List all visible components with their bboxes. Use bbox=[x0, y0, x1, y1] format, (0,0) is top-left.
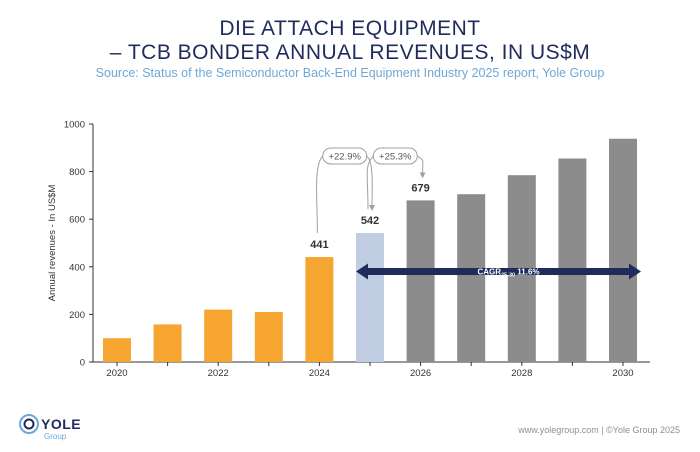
cagr-arrow-left-head bbox=[356, 263, 368, 280]
bar-2030 bbox=[609, 138, 637, 362]
bar-2020 bbox=[103, 338, 131, 362]
y-tick-label: 400 bbox=[69, 262, 85, 273]
data-label: 441 bbox=[310, 239, 328, 251]
cagr-label-prefix: CAGR bbox=[477, 268, 501, 277]
y-tick-label: 600 bbox=[69, 215, 85, 226]
data-label: 542 bbox=[361, 215, 379, 227]
y-tick-label: 800 bbox=[69, 167, 85, 178]
logo-sub: Group bbox=[44, 432, 67, 441]
growth-connector bbox=[316, 155, 324, 234]
growth-arrow bbox=[416, 155, 426, 179]
growth-label: +25.3% bbox=[379, 152, 412, 163]
x-tick-label: 2020 bbox=[106, 368, 127, 379]
growth-bubble bbox=[372, 147, 418, 165]
cagr-label-value: 11.6% bbox=[515, 268, 539, 277]
growth-bubble bbox=[322, 147, 368, 165]
cagr-label-sub: 25-30 bbox=[501, 273, 515, 279]
growth-label: +22.9% bbox=[328, 152, 361, 163]
x-tick-label: 2026 bbox=[410, 368, 431, 379]
growth-connector bbox=[366, 155, 374, 210]
bar-2022 bbox=[204, 309, 233, 362]
data-label: 679 bbox=[411, 182, 429, 194]
cagr-label: CAGR25-30 11.6% bbox=[477, 268, 539, 279]
chart-source: Source: Status of the Semiconductor Back… bbox=[95, 66, 605, 80]
bar-2021 bbox=[153, 324, 182, 362]
x-tick-label: 2030 bbox=[612, 368, 633, 379]
bar-2026 bbox=[406, 200, 435, 362]
bar-2027 bbox=[457, 194, 486, 362]
bar-2029 bbox=[558, 158, 587, 362]
x-tick-label: 2028 bbox=[511, 368, 532, 379]
y-tick-label: 0 bbox=[80, 358, 85, 369]
chart-title-line2: – TCB BONDER ANNUAL REVENUES, IN US$M bbox=[109, 41, 591, 64]
y-tick-label: 200 bbox=[69, 310, 85, 321]
bar-2025 bbox=[356, 233, 384, 362]
cagr-arrow-right-head bbox=[629, 263, 641, 280]
y-tick-label: 1000 bbox=[64, 120, 85, 131]
logo-word: YOLE bbox=[41, 416, 82, 432]
bar-2024 bbox=[305, 257, 334, 362]
x-tick-label: 2024 bbox=[309, 368, 330, 379]
chart-title-line1: DIE ATTACH EQUIPMENT bbox=[219, 17, 481, 40]
x-tick-label: 2022 bbox=[208, 368, 229, 379]
bar-2023 bbox=[254, 312, 283, 362]
footer: www.yolegroup.com | ©Yole Group 2025 bbox=[518, 425, 680, 435]
y-axis-label: Annual revenues - In US$M bbox=[47, 185, 58, 302]
yole-logo-icon bbox=[19, 414, 39, 434]
growth-arrow bbox=[366, 155, 376, 212]
